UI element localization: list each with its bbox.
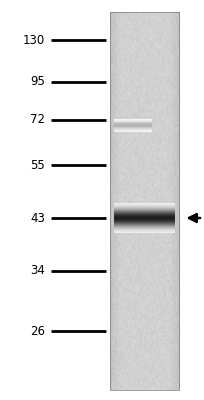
Text: 43: 43: [30, 212, 45, 224]
Bar: [113, 128, 151, 129]
Bar: [113, 205, 174, 206]
Bar: [113, 214, 174, 215]
Bar: [113, 218, 174, 219]
Bar: [113, 208, 174, 209]
Bar: [113, 213, 174, 214]
Bar: [113, 228, 174, 229]
Bar: [113, 220, 174, 222]
Bar: [113, 127, 151, 128]
Bar: [113, 217, 174, 218]
Text: 34: 34: [30, 264, 45, 278]
Bar: [113, 207, 174, 208]
Bar: [113, 220, 174, 221]
Bar: [113, 226, 174, 228]
Text: 130: 130: [23, 34, 45, 47]
Bar: [113, 222, 174, 224]
Bar: [109, 12, 178, 390]
Bar: [113, 121, 151, 122]
Bar: [113, 219, 174, 220]
Bar: [113, 211, 174, 212]
Bar: [113, 130, 151, 131]
Bar: [113, 210, 174, 211]
Bar: [113, 226, 174, 227]
Text: 72: 72: [30, 113, 45, 126]
Bar: [113, 203, 174, 204]
Bar: [113, 232, 174, 233]
Text: 55: 55: [30, 158, 45, 172]
Bar: [113, 216, 174, 217]
Text: 26: 26: [30, 325, 45, 338]
Bar: [113, 125, 151, 126]
Bar: [113, 222, 174, 223]
Text: 95: 95: [30, 76, 45, 88]
Bar: [113, 120, 151, 121]
Bar: [113, 122, 151, 123]
Bar: [113, 126, 151, 127]
Bar: [113, 209, 174, 210]
Bar: [113, 119, 151, 120]
Bar: [113, 120, 151, 122]
Bar: [113, 224, 174, 226]
Bar: [113, 126, 151, 128]
Bar: [113, 204, 174, 205]
Bar: [113, 230, 174, 232]
Bar: [113, 228, 174, 230]
Bar: [113, 124, 151, 125]
Bar: [113, 129, 151, 130]
Bar: [113, 123, 151, 124]
Bar: [113, 230, 174, 231]
Bar: [113, 212, 174, 213]
Bar: [113, 206, 174, 207]
Bar: [113, 130, 151, 132]
Bar: [113, 224, 174, 225]
Bar: [113, 215, 174, 216]
